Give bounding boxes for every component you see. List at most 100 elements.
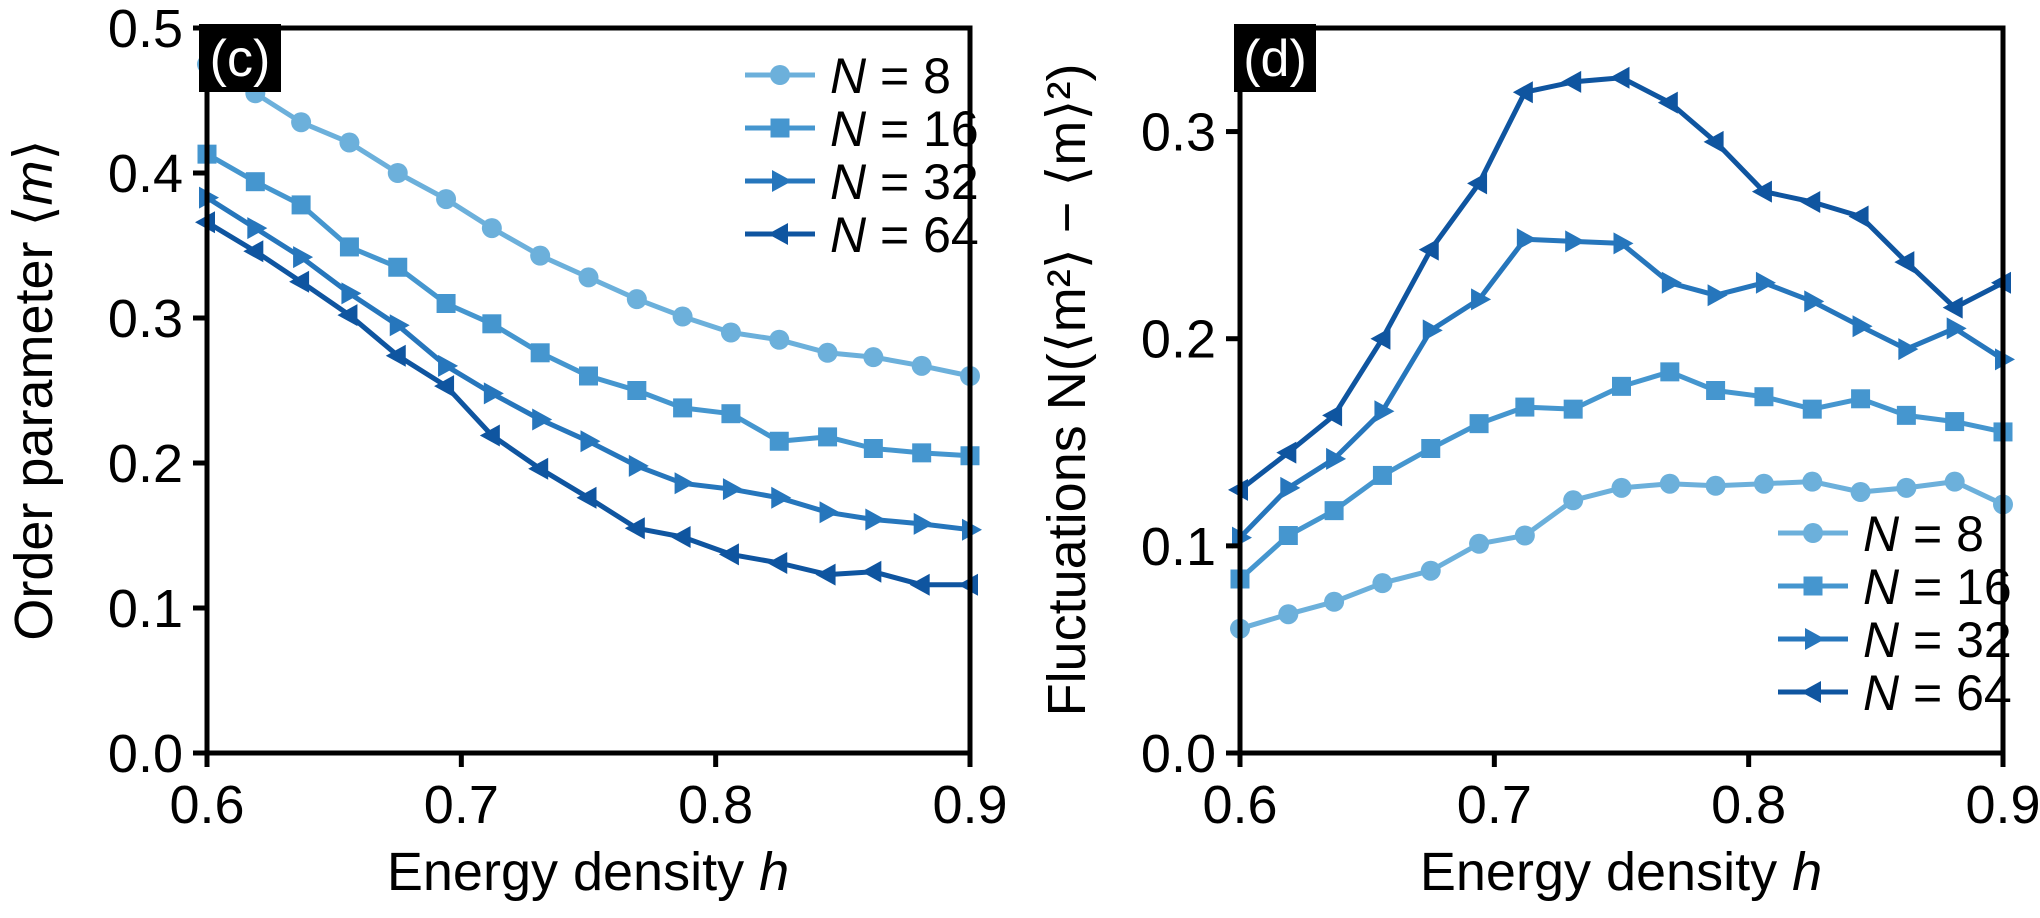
panel-c-series-3-point-2 <box>289 270 310 293</box>
panel-d-legend-label-2-rest: = 32 <box>1899 612 2012 668</box>
panel-c-ytick-label-1: 0.1 <box>108 579 183 639</box>
panel-d-fluctuations: 0.6 0.7 0.8 0.90.00.10.20.3 (d) N = 8N = 16… <box>1037 24 2040 902</box>
panel-d-series-3-point-4 <box>1418 238 1439 261</box>
panel-d-series-1-point-12 <box>1802 399 1822 419</box>
panel-d-series-1-point-3 <box>1372 465 1392 485</box>
panel-d-series-1-point-4 <box>1421 439 1441 458</box>
panel-d-series-2-point-2 <box>1326 447 1347 470</box>
panel-c-series-1-point-12 <box>769 431 789 451</box>
panel-c-series-0-point-9 <box>626 289 647 310</box>
panel-c-legend-marker-0 <box>770 65 790 85</box>
panel-d-label-bg <box>1234 24 1316 92</box>
panel-d-series-3-point-1 <box>1276 441 1297 464</box>
panel-c-xtick-label-2: 0.8 <box>678 775 753 835</box>
panel-c-legend-label-1-var: N <box>830 101 867 157</box>
panel-d-legend-label-1: N = 16 <box>1863 559 2012 615</box>
panel-c-series-0 <box>197 54 980 386</box>
panel-d-series-1-point-14 <box>1896 405 1916 425</box>
panel-c-legend-entry-1: N = 16 <box>745 101 979 157</box>
panel-c-legend-label-2: N = 32 <box>830 154 979 210</box>
panel-d-series-1-point-9 <box>1660 362 1680 382</box>
panel-c-plot-frame <box>204 25 973 756</box>
panel-d-series-3-point-15 <box>1942 296 1963 319</box>
panel-d-series-3-point-13 <box>1848 205 1869 228</box>
panel-c-legend-entry-0: N = 8 <box>745 48 951 104</box>
panel-c-series-2 <box>199 186 982 541</box>
panel-d-series-0-point-4 <box>1420 560 1441 581</box>
panel-d-legend-entry-0: N = 8 <box>1778 506 1984 562</box>
panel-c-legend-label-1-rest: = 16 <box>866 101 979 157</box>
panel-d-series-1-point-11 <box>1754 387 1774 407</box>
panel-c-series-0-point-4 <box>387 163 408 183</box>
panel-d-series-2-point-12 <box>1804 290 1825 313</box>
panel-d-series-3-point-9 <box>1657 91 1678 114</box>
panel-d-series-2-point-1 <box>1280 476 1301 499</box>
panel-d-legend-marker-0 <box>1803 523 1823 543</box>
panel-c-series-3-point-8 <box>576 486 597 509</box>
panel-c-series-1-point-14 <box>863 439 883 458</box>
panel-c-series-1-point-2 <box>291 195 311 215</box>
panel-c-series-2-point-12 <box>771 486 792 509</box>
panel-c-series-0-point-3 <box>339 132 360 153</box>
panel-c-xtick-label-0: 0.6 <box>169 775 244 835</box>
panel-c-series-3-point-1 <box>243 240 264 263</box>
panel-c-series-2-point-14 <box>865 508 886 531</box>
panel-c-series-3-point-4 <box>385 344 406 367</box>
panel-c-series-3-point-10 <box>670 525 691 548</box>
panel-d-legend-label-3: N = 64 <box>1863 665 2012 721</box>
panel-c-series-1-point-8 <box>579 366 598 386</box>
panel-d-series-3-point-3 <box>1370 327 1391 350</box>
panel-c-series-2-point-2 <box>293 246 314 269</box>
panel-c-series-1-point-4 <box>388 257 408 277</box>
panel-d-series-1-point-1 <box>1278 526 1298 545</box>
panel-c-series-0-point-15 <box>911 355 932 376</box>
panel-d-legend-entry-1: N = 16 <box>1778 559 2012 615</box>
panel-c-ytick-label-5: 0.5 <box>108 0 183 59</box>
panel-c-series-1-point-10 <box>673 398 693 418</box>
panel-c-legend-marker-3 <box>768 223 788 245</box>
panel-c-ytick-label-4: 0.4 <box>108 144 183 204</box>
panel-c-series-3 <box>195 211 978 596</box>
panel-c-series-0-point-7 <box>530 245 551 266</box>
panel-d-legend-label-0-rest: = 8 <box>1899 506 1984 562</box>
panel-d-legend: N = 8N = 16N = 32N = 64 <box>1778 506 2012 721</box>
panel-d-series-3-point-8 <box>1609 66 1630 89</box>
panel-c-series-3-point-15 <box>909 573 930 596</box>
panel-c-series-1-point-15 <box>912 443 932 463</box>
panel-c-series-0-point-12 <box>769 329 790 350</box>
panel-d-series-2-point-3 <box>1374 400 1395 423</box>
panel-c-series-3-point-13 <box>815 563 836 586</box>
panel-d-y-axis-label: Fluctuations N(⟨m²⟩ − ⟨m⟩²) <box>1037 64 1097 717</box>
panel-c-y-axis-label-close: ⟩ <box>4 139 64 160</box>
panel-c-series-2-point-13 <box>819 501 840 524</box>
panel-d-ytick-label-3: 0.3 <box>1141 103 1216 163</box>
panel-c-legend-label-3-var: N <box>830 207 867 263</box>
panel-d-legend-label-0: N = 8 <box>1863 506 1984 562</box>
panel-d-series-3-point-5 <box>1467 172 1488 195</box>
panel-c-series-2-point-10 <box>674 472 695 495</box>
panel-d-series-2-point-15 <box>1946 317 1967 340</box>
panel-c-legend-entry-3: N = 64 <box>745 207 979 263</box>
panel-d-series-0-point-11 <box>1753 473 1774 494</box>
panel-d-series-1-point-7 <box>1563 399 1583 419</box>
panel-d-label-box: (d) <box>1234 24 1316 92</box>
panel-d-series-2-point-14 <box>1898 338 1919 361</box>
panel-d-series-1 <box>1230 362 2013 589</box>
panel-c-series-2-point-6 <box>483 382 504 405</box>
panel-d-series-1-point-6 <box>1515 397 1535 417</box>
panel-c-xtick-label-1: 0.7 <box>424 775 499 835</box>
panel-c-series-layer <box>195 54 982 596</box>
panel-d-x-axis-label-var: h <box>1792 842 1822 902</box>
panel-d-series-1-point-8 <box>1612 376 1631 396</box>
panel-c-series-2-point-7 <box>532 408 553 431</box>
panel-d-series-0-point-15 <box>1944 471 1965 492</box>
panel-d-legend-marker-2 <box>1805 628 1825 650</box>
panel-c-series-1-point-13 <box>818 427 838 447</box>
panel-d-plot-frame <box>1237 25 2006 756</box>
panel-c-ytick-label-3: 0.3 <box>108 289 183 349</box>
panel-d-series-1-point-5 <box>1469 414 1489 434</box>
panel-d-series-3-point-6 <box>1512 81 1533 104</box>
panel-d-series-3-point-10 <box>1703 130 1724 153</box>
panel-c-legend-label-2-var: N <box>830 154 867 210</box>
panel-c-x-axis-label-text: Energy density <box>387 842 759 902</box>
